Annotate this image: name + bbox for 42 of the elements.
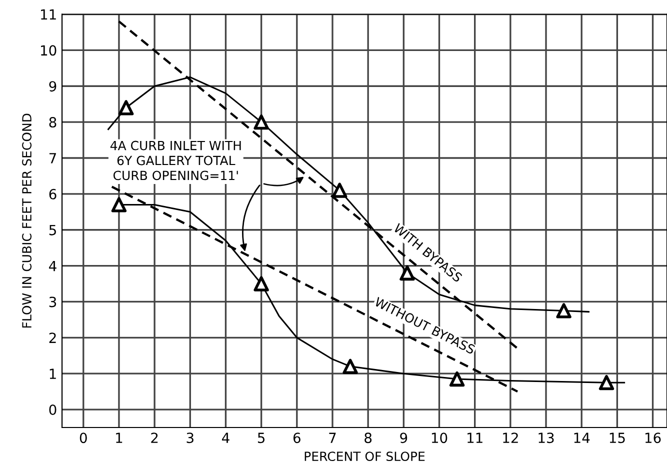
x-tick-label: 10 — [432, 432, 448, 444]
x-tick-label: 11 — [468, 432, 482, 443]
y-tick-label: 9 — [49, 81, 56, 92]
x-tick-label: 9 — [400, 432, 408, 444]
y-tick-label: 7 — [49, 153, 56, 164]
point — [556, 303, 572, 318]
x-tick-label: 15 — [610, 432, 625, 444]
x-tick-label: 13 — [538, 432, 554, 444]
x-tick-label: 3 — [186, 432, 194, 444]
y-tick-label: 1 — [50, 368, 56, 379]
x-tick-label: 12 — [503, 432, 518, 443]
x-tick-label: 14 — [574, 432, 590, 443]
y-tick-label: 10 — [41, 45, 56, 56]
point — [254, 114, 269, 130]
x-tick-label: 1 — [116, 432, 122, 443]
point — [254, 276, 269, 292]
y-tick-label: 11 — [41, 9, 56, 20]
annotation: 4A CURB INLET WITH 6Y GALLERY TOTAL CURB OPENING=11' — [110, 140, 241, 180]
y-tick-label: 2 — [49, 332, 56, 343]
x-tick-label: 8 — [364, 432, 372, 444]
y-tick-label: 8 — [49, 117, 56, 128]
point — [342, 358, 358, 374]
point — [598, 374, 614, 390]
x-tick-label: 7 — [329, 432, 336, 443]
y-tick-label: 3 — [49, 296, 56, 308]
x-tick-label: 6 — [293, 432, 300, 444]
point — [400, 265, 415, 281]
x-axis-title: PERCENT OF SLOPE — [304, 452, 425, 462]
y-tick-label: 6 — [49, 188, 56, 200]
x-tick-label: 0 — [80, 432, 87, 444]
y-tick-label: 0 — [49, 404, 56, 416]
x-tick-label: 2 — [151, 432, 158, 443]
x-tick-label: 5 — [258, 432, 265, 444]
point — [449, 371, 465, 387]
y-tick-label: 5 — [49, 225, 56, 236]
x-tick-label: 4 — [222, 432, 230, 443]
y-tick-label: 4 — [49, 260, 56, 272]
point — [332, 182, 348, 198]
point — [118, 100, 134, 116]
point — [111, 197, 127, 212]
x-tick-label: 16 — [645, 432, 661, 444]
y-axis-title: FLOW IN CUBIC FEET PER SECOND — [22, 114, 32, 328]
